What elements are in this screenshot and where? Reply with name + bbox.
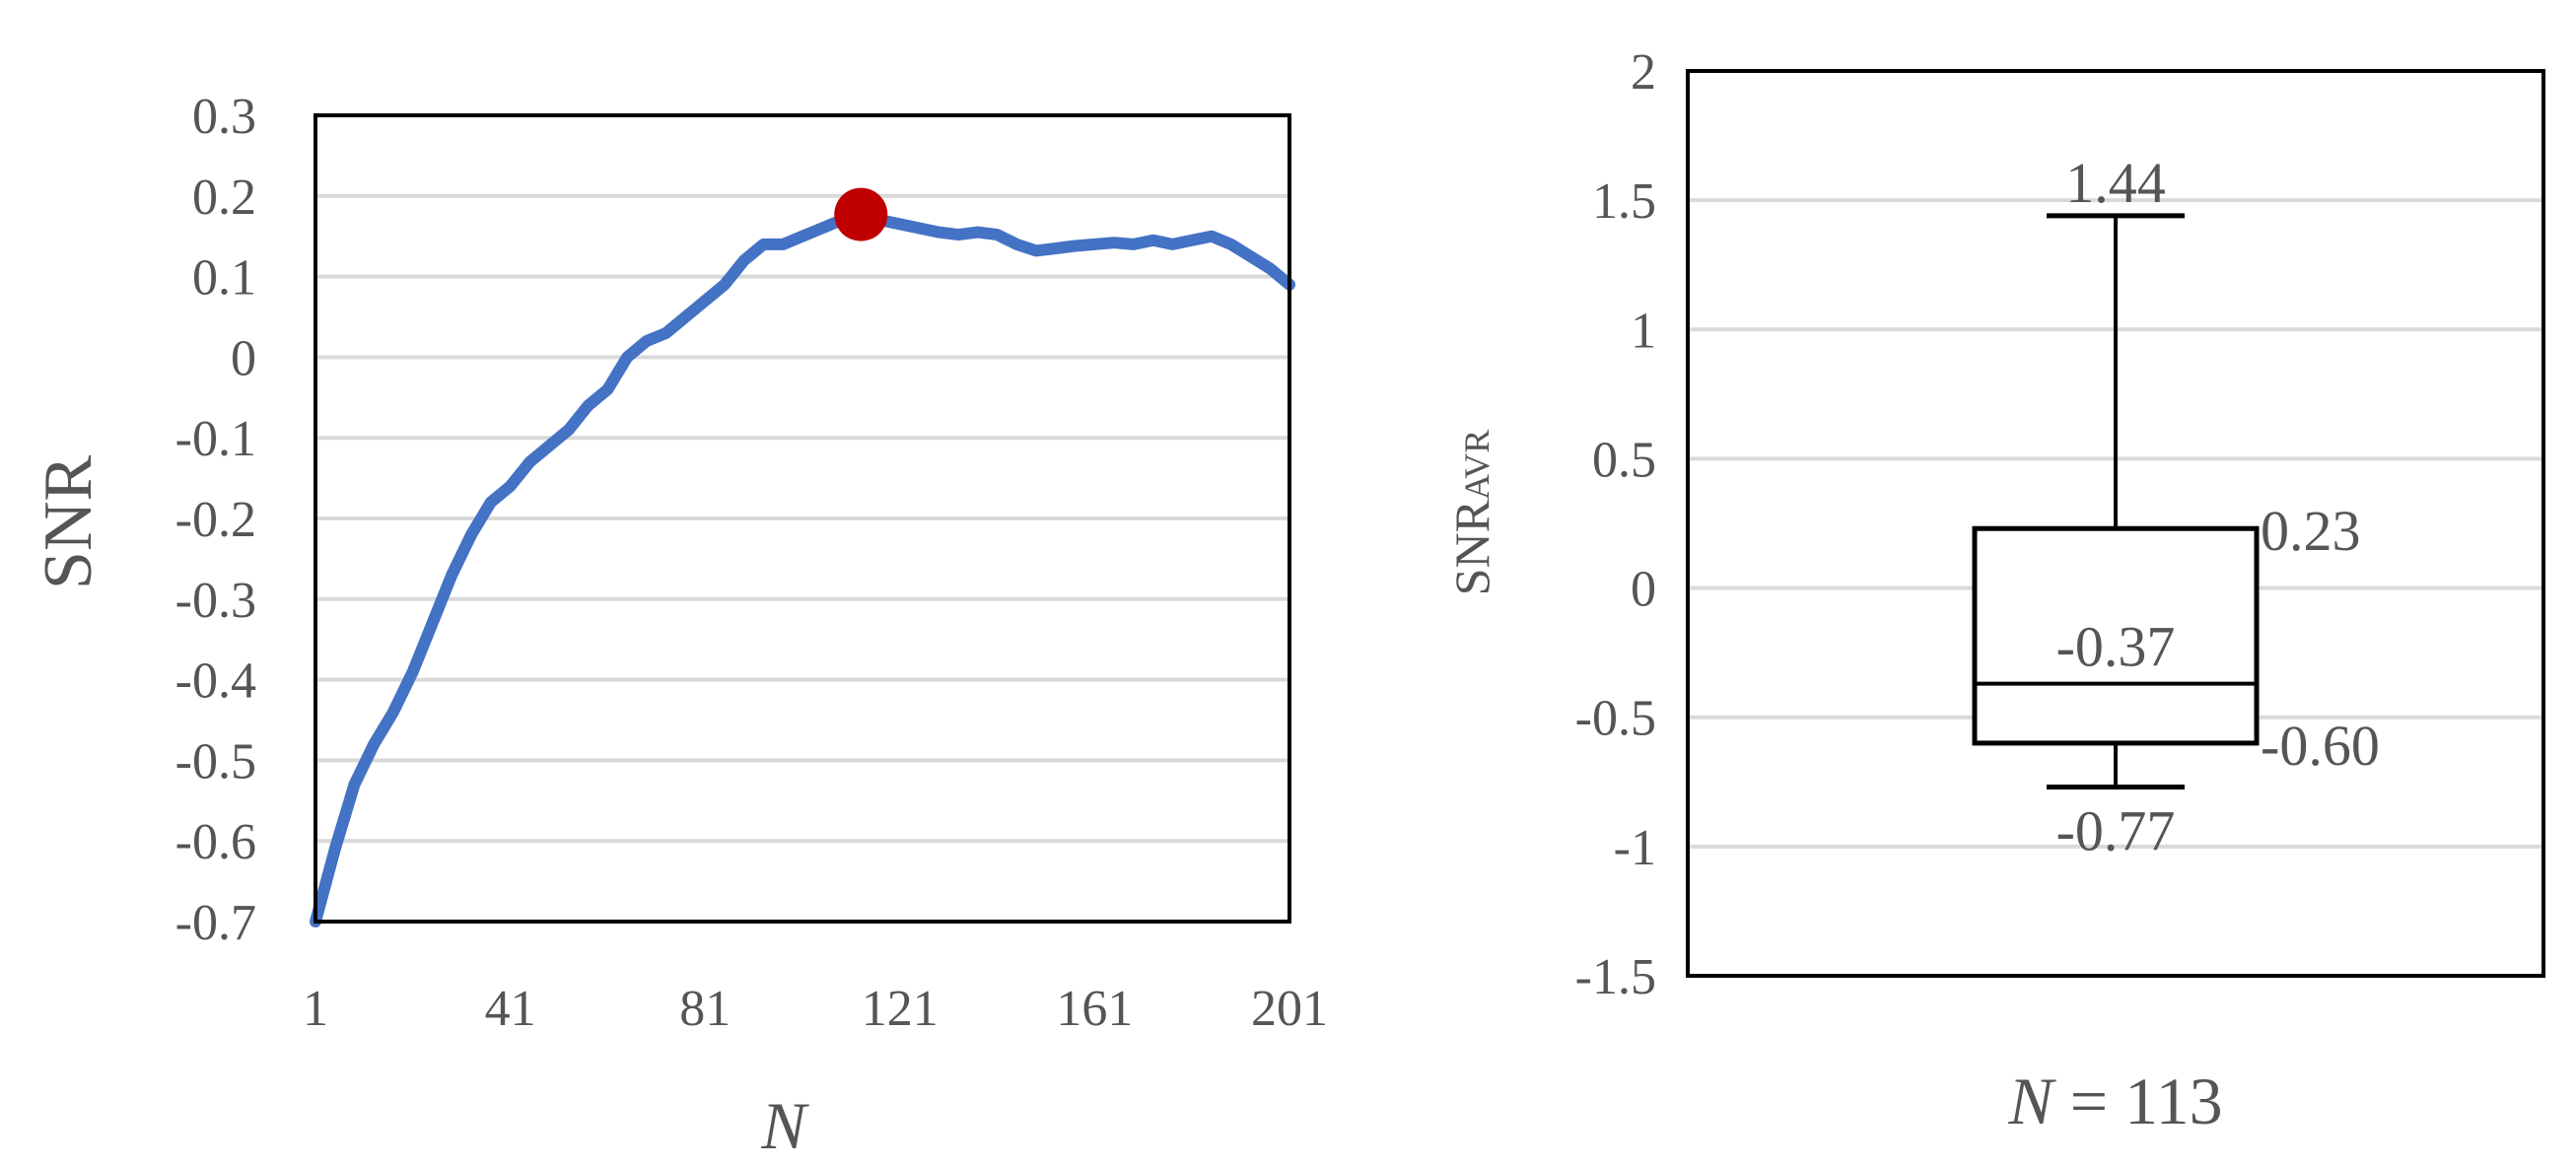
box-plot-y-axis-title-sub: AVR xyxy=(1457,430,1497,500)
box-plot-chart: 2 1.5 1 0.5 0 -0.5 -1 -1.5 1.44 0.23 -0.37 -0.6… xyxy=(1444,44,2545,1138)
snr-series-line xyxy=(310,208,1295,927)
line-chart-plot-frame xyxy=(313,113,1291,924)
y-tick-label: -1.5 xyxy=(1575,949,1656,1005)
y-tick-label: 1 xyxy=(1631,303,1656,359)
y-tick-label: -0.1 xyxy=(175,411,256,467)
y-tick-label: -1 xyxy=(1614,820,1656,876)
box-plot-x-axis-title: N = 113 xyxy=(2007,1064,2222,1138)
x-tick-label: 201 xyxy=(1251,981,1328,1037)
y-tick-label: -0.3 xyxy=(175,573,256,629)
line-chart: 0.3 0.2 0.1 0 -0.1 -0.2 -0.3 -0.4 -0.5 -0.6 -0.7 1… xyxy=(31,89,1328,1163)
y-tick-label: 1.5 xyxy=(1592,173,1656,230)
x-tick-label: 1 xyxy=(303,981,328,1037)
box-plot-x-axis-title-rest: = 113 xyxy=(2054,1064,2223,1138)
y-tick-label: -0.5 xyxy=(1575,691,1656,747)
y-tick-label: 2 xyxy=(1631,44,1656,101)
y-tick-label: -0.6 xyxy=(175,814,256,870)
y-tick-label: -0.2 xyxy=(175,492,256,548)
y-tick-label: 0.2 xyxy=(192,170,256,226)
box-plot-x-axis-title-var: N xyxy=(2007,1064,2056,1138)
optimum-point-marker xyxy=(834,187,888,241)
y-tick-label: 0 xyxy=(231,330,256,386)
median-label: -0.37 xyxy=(2056,615,2176,679)
box-plot-y-axis-title: SNRAVR xyxy=(1444,430,1499,596)
y-tick-label: 0.3 xyxy=(192,89,256,145)
y-tick-label: -0.7 xyxy=(175,895,256,951)
x-tick-label: 81 xyxy=(679,981,731,1037)
y-tick-label: -0.4 xyxy=(175,653,256,710)
min-label: -0.77 xyxy=(2056,799,2176,863)
x-tick-label: 41 xyxy=(485,981,536,1037)
box-plot-frame xyxy=(1686,69,2545,978)
q1-label: -0.60 xyxy=(2261,714,2380,778)
y-tick-label: 0.1 xyxy=(192,250,256,307)
line-chart-x-tick-labels: 1 41 81 121 161 201 xyxy=(303,981,1328,1037)
line-chart-y-tick-labels: 0.3 0.2 0.1 0 -0.1 -0.2 -0.3 -0.4 -0.5 -0.6 -0.7 xyxy=(175,89,256,951)
x-tick-label: 121 xyxy=(862,981,939,1037)
max-label: 1.44 xyxy=(2065,151,2166,215)
y-tick-label: 0.5 xyxy=(1592,432,1656,488)
box-plot-y-tick-labels: 2 1.5 1 0.5 0 -0.5 -1 -1.5 xyxy=(1575,44,1656,1005)
line-chart-x-axis-title: N xyxy=(760,1088,809,1163)
box-plot-y-axis-title-main: SNR xyxy=(1444,499,1499,595)
interquartile-box xyxy=(1972,525,2260,746)
q3-label: 0.23 xyxy=(2261,499,2361,563)
y-tick-label: 0 xyxy=(1631,562,1656,618)
y-tick-label: -0.5 xyxy=(175,733,256,789)
x-tick-label: 161 xyxy=(1056,981,1133,1037)
line-chart-y-axis-title: SNR xyxy=(31,455,106,589)
